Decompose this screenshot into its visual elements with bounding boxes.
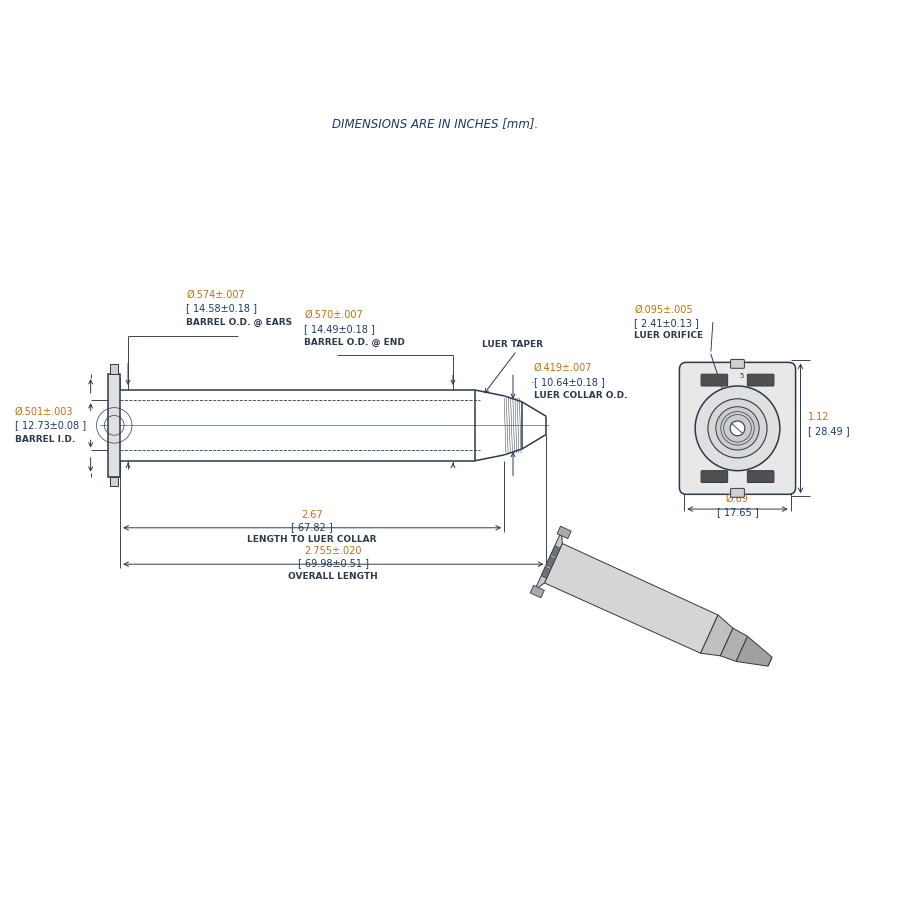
Text: 2.755±.020: 2.755±.020 xyxy=(304,546,362,556)
Bar xyxy=(108,374,121,477)
FancyBboxPatch shape xyxy=(701,471,727,482)
Text: DIMENSIONS ARE IN INCHES [mm].: DIMENSIONS ARE IN INCHES [mm]. xyxy=(332,117,538,130)
FancyBboxPatch shape xyxy=(747,471,774,482)
Text: Ø.419±.007: Ø.419±.007 xyxy=(534,364,592,374)
Text: Ø.69: Ø.69 xyxy=(726,494,749,504)
Text: [ 14.58±0.18 ]: [ 14.58±0.18 ] xyxy=(186,303,257,313)
Circle shape xyxy=(716,407,760,450)
Text: BARREL I.D.: BARREL I.D. xyxy=(14,435,75,444)
Polygon shape xyxy=(700,615,733,656)
FancyBboxPatch shape xyxy=(747,374,774,386)
Polygon shape xyxy=(551,545,561,557)
Text: Ø.095±.005: Ø.095±.005 xyxy=(634,305,693,315)
Text: OVERALL LENGTH: OVERALL LENGTH xyxy=(289,572,378,580)
Text: LUER ORIFICE: LUER ORIFICE xyxy=(634,331,703,340)
Text: BARREL O.D. @ END: BARREL O.D. @ END xyxy=(304,338,405,347)
Text: BARREL O.D. @ EARS: BARREL O.D. @ EARS xyxy=(186,318,292,327)
Text: LUER TAPER: LUER TAPER xyxy=(482,340,543,349)
Text: LENGTH TO LUER COLLAR: LENGTH TO LUER COLLAR xyxy=(248,536,377,544)
Circle shape xyxy=(708,399,767,458)
Text: Ø.570±.007: Ø.570±.007 xyxy=(304,310,363,320)
Text: 2.67: 2.67 xyxy=(302,510,323,520)
Polygon shape xyxy=(720,628,748,662)
Text: [ 14.49±0.18 ]: [ 14.49±0.18 ] xyxy=(304,324,375,334)
Text: 1.12: 1.12 xyxy=(808,411,830,421)
Text: [ 28.49 ]: [ 28.49 ] xyxy=(808,427,850,436)
Text: [ 69.98±0.51 ]: [ 69.98±0.51 ] xyxy=(298,558,369,568)
Text: [ 2.41±0.13 ]: [ 2.41±0.13 ] xyxy=(634,318,699,328)
Bar xyxy=(111,364,118,374)
Text: LUER COLLAR O.D.: LUER COLLAR O.D. xyxy=(534,392,627,400)
Text: Ø.574±.007: Ø.574±.007 xyxy=(186,290,245,300)
Polygon shape xyxy=(736,636,772,666)
FancyBboxPatch shape xyxy=(680,363,796,494)
FancyBboxPatch shape xyxy=(701,374,727,386)
Text: [ 10.64±0.18 ]: [ 10.64±0.18 ] xyxy=(534,377,605,387)
Bar xyxy=(111,477,118,486)
FancyBboxPatch shape xyxy=(731,359,744,368)
Polygon shape xyxy=(544,544,718,653)
Polygon shape xyxy=(557,526,572,538)
Polygon shape xyxy=(530,585,544,598)
Polygon shape xyxy=(546,556,555,568)
Circle shape xyxy=(730,421,745,436)
Text: Ø.501±.003: Ø.501±.003 xyxy=(14,407,73,417)
Polygon shape xyxy=(541,567,551,579)
FancyBboxPatch shape xyxy=(731,489,744,498)
Circle shape xyxy=(695,386,779,471)
Text: [ 12.73±0.08 ]: [ 12.73±0.08 ] xyxy=(14,420,86,430)
Text: 5: 5 xyxy=(739,374,743,379)
Text: [ 17.65 ]: [ 17.65 ] xyxy=(716,507,759,517)
Text: [ 67.82 ]: [ 67.82 ] xyxy=(292,522,333,532)
Polygon shape xyxy=(535,531,562,590)
